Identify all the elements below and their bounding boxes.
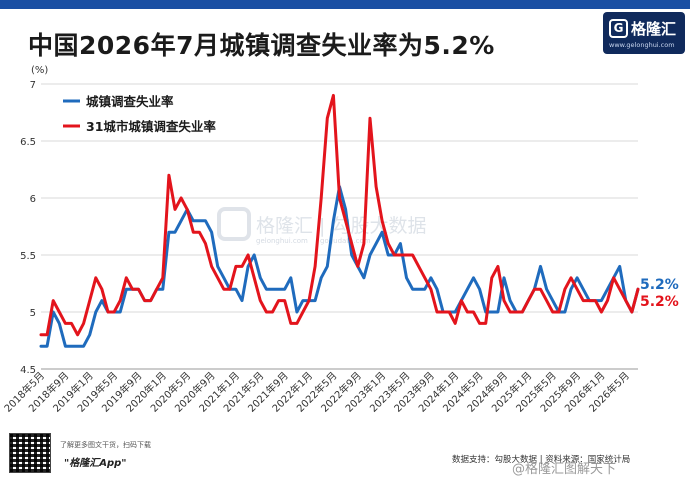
y-tick-label: 7 [30,80,36,91]
legend-label-31-cities: 31城市城镇调查失业率 [86,119,216,134]
watermark-url: gelonghui.com [256,237,308,245]
legend: 城镇调查失业率 31城市城镇调查失业率 [63,94,216,134]
end-label-31-cities: 5.2% [640,294,679,310]
legend-label-urban: 城镇调查失业率 [86,94,174,109]
series-line-urban [39,185,640,348]
watermark-logo-icon [217,207,251,241]
chart-title: 中国2026年7月城镇调查失业率为5.2% [28,31,495,60]
y-tick-label: 6.5 [20,137,36,148]
y-tick-label: 6 [30,194,36,205]
weibo-handle: @格隆汇图解天下 [512,462,617,477]
watermark-text: 格隆汇 | 勾股大数据 [256,215,426,237]
qr-code [9,433,51,473]
watermark: 格隆汇 | 勾股大数据 gelonghui.com gogudata.com [217,207,426,245]
top-accent-bar [0,0,690,9]
brand-logo: G 格隆汇 www.gelonghui.com [603,12,685,54]
watermark-url-2: gogudata.com [320,237,371,245]
logo-mark-icon: G [609,19,628,38]
end-label-urban: 5.2% [640,277,679,293]
x-axis: 2018年5月2018年9月2019年1月2019年5月2019年9月2020年… [1,369,632,415]
y-tick-label: 4.5 [20,365,36,376]
data-source: 数据支持：勾股大数据 | 资料来源：国家统计局 [452,455,631,465]
qr-caption: 了解更多图文干货，扫码下载 [60,441,151,449]
y-axis-unit: (%) [31,65,48,76]
app-name: "格隆汇App" [64,458,127,469]
y-axis: 4.5 5 5.5 6 6.5 7 [20,80,36,376]
y-tick-label: 5.5 [20,251,36,262]
series-lines [39,93,640,348]
logo-url: www.gelonghui.com [609,41,675,49]
y-tick-label: 5 [30,308,36,319]
series-line-31-cities [39,93,640,337]
logo-name: 格隆汇 [631,20,677,38]
